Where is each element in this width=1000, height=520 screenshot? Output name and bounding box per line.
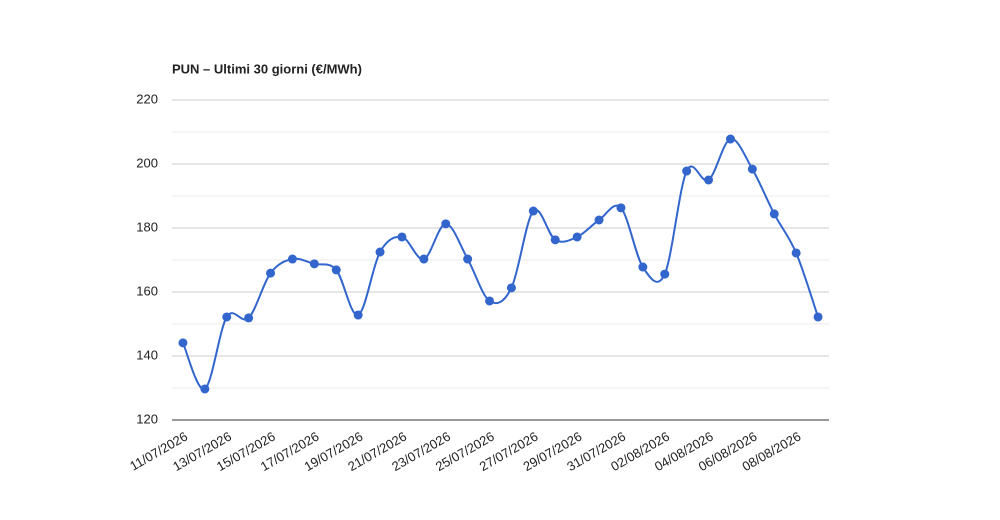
point bbox=[594, 215, 604, 225]
point bbox=[747, 164, 757, 174]
point bbox=[813, 312, 823, 322]
point bbox=[616, 203, 626, 213]
point bbox=[178, 338, 188, 348]
point bbox=[769, 209, 779, 219]
point bbox=[375, 247, 385, 257]
point bbox=[660, 269, 670, 279]
point bbox=[419, 254, 429, 264]
point bbox=[572, 232, 582, 242]
point bbox=[353, 310, 363, 320]
point bbox=[200, 384, 210, 394]
point bbox=[309, 259, 319, 269]
point bbox=[791, 248, 801, 258]
y-tick-label: 180 bbox=[136, 219, 158, 234]
point bbox=[528, 206, 538, 216]
point bbox=[222, 312, 232, 322]
point bbox=[704, 175, 714, 185]
point bbox=[485, 296, 495, 306]
point bbox=[506, 283, 516, 293]
y-tick-label: 140 bbox=[136, 347, 158, 362]
chart-title: PUN – Ultimi 30 giorni (€/MWh) bbox=[172, 61, 362, 76]
point bbox=[463, 254, 473, 264]
point bbox=[244, 313, 254, 323]
point bbox=[441, 219, 451, 229]
y-tick-label: 200 bbox=[136, 155, 158, 170]
line bbox=[182, 138, 819, 390]
y-tick-label: 120 bbox=[136, 411, 158, 426]
point bbox=[638, 262, 648, 272]
point bbox=[287, 254, 297, 264]
point bbox=[550, 235, 560, 245]
point bbox=[397, 232, 407, 242]
point bbox=[266, 268, 276, 278]
point bbox=[331, 265, 341, 275]
y-tick-label: 220 bbox=[136, 91, 158, 106]
y-tick-label: 160 bbox=[136, 283, 158, 298]
point bbox=[725, 134, 735, 144]
point bbox=[682, 166, 692, 176]
